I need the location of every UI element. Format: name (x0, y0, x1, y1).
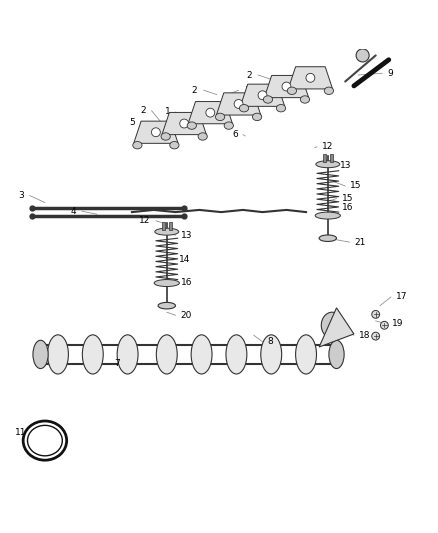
Circle shape (152, 128, 160, 136)
Ellipse shape (315, 212, 340, 219)
Ellipse shape (161, 133, 170, 140)
Circle shape (306, 74, 315, 82)
Text: 19: 19 (392, 319, 403, 328)
Ellipse shape (321, 312, 343, 338)
Ellipse shape (33, 340, 48, 368)
Polygon shape (216, 93, 261, 115)
Bar (169, 222, 172, 230)
Ellipse shape (226, 335, 247, 374)
Ellipse shape (263, 96, 272, 103)
Text: 12: 12 (139, 216, 151, 225)
Polygon shape (188, 102, 233, 124)
Text: 17: 17 (396, 293, 408, 302)
Bar (329, 154, 333, 162)
Ellipse shape (156, 335, 177, 374)
Ellipse shape (329, 340, 344, 368)
Text: 20: 20 (181, 311, 192, 320)
Text: 18: 18 (359, 331, 371, 340)
Text: 15: 15 (350, 181, 362, 190)
Text: 2: 2 (141, 106, 146, 115)
Circle shape (356, 49, 369, 62)
Text: 5: 5 (216, 112, 222, 121)
Ellipse shape (82, 335, 103, 374)
Text: 1: 1 (245, 86, 251, 95)
Polygon shape (319, 308, 354, 347)
Ellipse shape (170, 141, 179, 149)
Text: 7: 7 (114, 359, 120, 368)
Text: 12: 12 (322, 142, 333, 151)
Polygon shape (240, 84, 285, 107)
Text: 5: 5 (271, 97, 276, 106)
Text: 10: 10 (215, 104, 227, 114)
Ellipse shape (252, 113, 262, 120)
Ellipse shape (154, 279, 180, 287)
Circle shape (258, 91, 267, 100)
Circle shape (282, 82, 291, 91)
Ellipse shape (316, 161, 340, 168)
Ellipse shape (261, 335, 282, 374)
Polygon shape (288, 67, 332, 89)
Ellipse shape (155, 228, 179, 235)
Ellipse shape (191, 335, 212, 374)
Ellipse shape (28, 425, 62, 456)
Text: 13: 13 (339, 160, 351, 169)
Text: 2: 2 (191, 86, 197, 95)
Ellipse shape (187, 122, 196, 130)
Circle shape (180, 119, 189, 128)
Ellipse shape (381, 321, 389, 329)
Text: 21: 21 (355, 238, 366, 247)
Text: 9: 9 (388, 69, 393, 78)
Text: 16: 16 (181, 278, 192, 287)
Text: 16: 16 (342, 203, 353, 212)
Ellipse shape (287, 87, 297, 94)
Ellipse shape (240, 104, 249, 112)
Ellipse shape (296, 335, 317, 374)
Ellipse shape (133, 141, 142, 149)
Ellipse shape (276, 104, 286, 112)
Ellipse shape (324, 87, 333, 94)
Ellipse shape (300, 96, 310, 103)
Text: 1: 1 (300, 70, 305, 79)
Polygon shape (134, 121, 178, 143)
Ellipse shape (158, 302, 176, 309)
Circle shape (234, 100, 243, 108)
Text: 2: 2 (246, 70, 252, 79)
Text: 6: 6 (232, 130, 238, 139)
Ellipse shape (198, 133, 207, 140)
Ellipse shape (372, 332, 380, 340)
Text: 13: 13 (181, 231, 192, 240)
Circle shape (206, 108, 215, 117)
Text: 1: 1 (165, 108, 170, 117)
Polygon shape (162, 112, 206, 135)
Text: 8: 8 (268, 337, 273, 346)
Text: 15: 15 (342, 194, 353, 203)
Ellipse shape (117, 335, 138, 374)
Ellipse shape (23, 421, 67, 460)
Text: 3: 3 (19, 191, 25, 200)
Text: 11: 11 (15, 428, 27, 437)
Ellipse shape (224, 122, 233, 130)
Ellipse shape (47, 335, 68, 374)
Bar (162, 222, 165, 230)
Text: 5: 5 (130, 117, 135, 126)
Text: 4: 4 (71, 207, 77, 216)
Ellipse shape (319, 235, 336, 241)
Ellipse shape (215, 113, 225, 120)
Polygon shape (264, 76, 309, 98)
Ellipse shape (372, 310, 380, 318)
Text: 14: 14 (179, 255, 190, 264)
Bar (322, 154, 326, 162)
